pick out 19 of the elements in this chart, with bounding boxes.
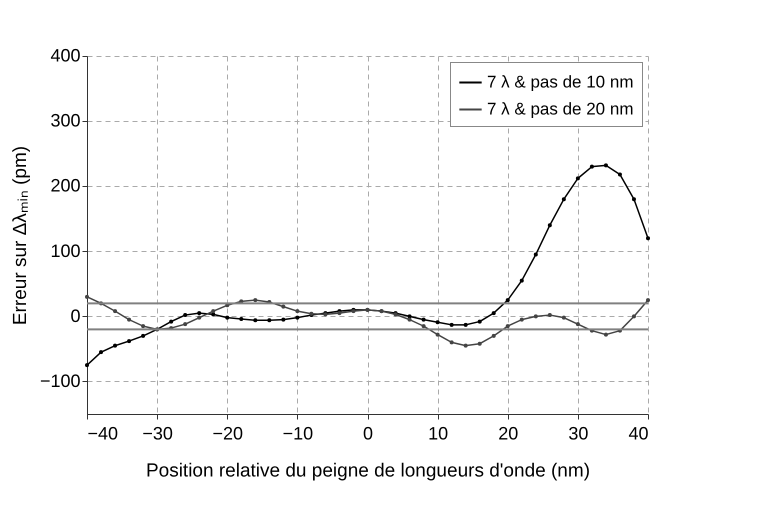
x-tick-label: 10 — [428, 424, 448, 444]
legend-label: 7 λ & pas de 10 nm — [487, 72, 634, 92]
x-tick-label: 40 — [628, 424, 648, 444]
x-tick-label: 30 — [568, 424, 588, 444]
x-tick-label: 0 — [362, 424, 374, 444]
y-tick-label: 400 — [50, 46, 80, 66]
x-tick-label: −40 — [88, 424, 118, 444]
y-tick-label: 100 — [50, 240, 80, 261]
x-tick-label: −20 — [212, 424, 244, 444]
y-axis-title: Erreur sur Δλₘᵢₙ (pm) — [10, 146, 31, 326]
x-axis-title: Position relative du peigne de longueurs d'onde (nm) — [146, 460, 590, 482]
y-tick-label: −100 — [40, 370, 80, 391]
y-tick-label: 0 — [70, 306, 80, 326]
x-tick-label: −30 — [142, 424, 173, 444]
y-tick-label: 200 — [50, 176, 80, 196]
legend-label: 7 λ & pas de 20 nm — [487, 100, 634, 118]
x-tick-label: 20 — [498, 424, 518, 444]
y-tick-label: 300 — [50, 110, 80, 131]
x-tick-label: −10 — [282, 424, 314, 444]
